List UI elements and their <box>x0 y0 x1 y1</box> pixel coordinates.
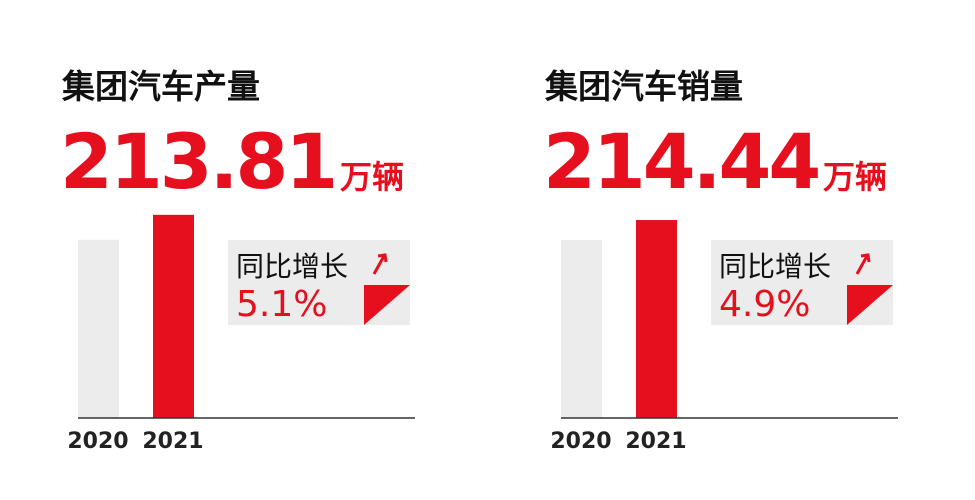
panel-title: 集团汽车产量 <box>61 67 260 106</box>
bar <box>561 239 602 418</box>
headline-value: 214.44 <box>543 117 818 206</box>
panel-title: 集团汽车销量 <box>544 67 743 106</box>
x-tick-label: 2020 <box>550 429 611 454</box>
x-tick-label: 2021 <box>142 429 203 454</box>
bar <box>636 220 677 418</box>
bar <box>78 239 119 418</box>
growth-corner <box>364 285 410 325</box>
growth-value: 5.1% <box>236 284 327 325</box>
growth-arrow <box>855 253 871 275</box>
headline-unit: 万辆 <box>823 158 887 196</box>
headline-unit: 万辆 <box>340 158 404 196</box>
growth-corner <box>847 285 893 325</box>
bar <box>153 214 194 418</box>
growth-label: 同比增长 <box>236 250 348 283</box>
growth-value: 4.9% <box>719 284 810 325</box>
x-tick-label: 2020 <box>67 429 128 454</box>
growth-label: 同比增长 <box>719 250 831 283</box>
growth-arrow <box>372 253 388 275</box>
x-tick-label: 2021 <box>625 429 686 454</box>
headline-value: 213.81 <box>60 117 335 206</box>
